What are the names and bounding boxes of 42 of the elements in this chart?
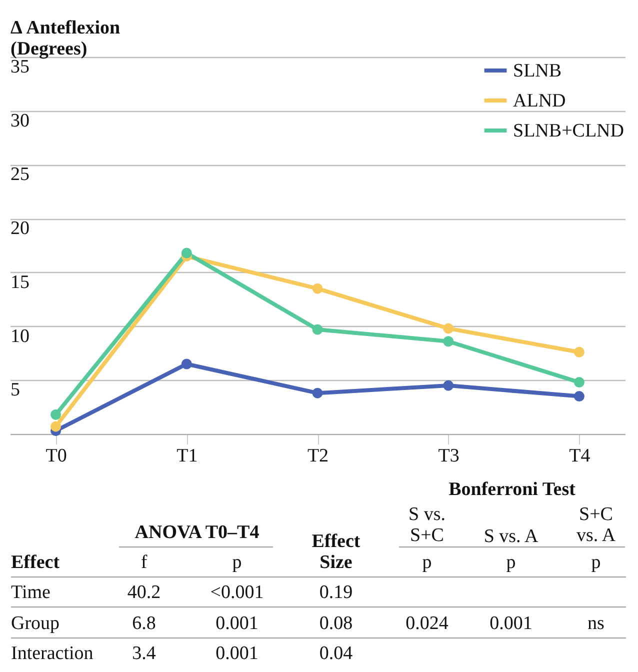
text: p — [422, 552, 432, 573]
text: <0.001 — [210, 582, 264, 603]
text: 0.024 — [406, 613, 449, 634]
text: p — [591, 552, 601, 573]
x-tick-label: T1 — [176, 446, 198, 466]
x-tick-label: T4 — [569, 446, 591, 466]
text: 0.001 — [490, 613, 532, 634]
text: 0.04 — [319, 643, 354, 664]
text: Effect — [11, 552, 60, 573]
text: Group — [11, 613, 60, 634]
text: 0.19 — [319, 582, 353, 603]
legend-label: ALND — [513, 90, 566, 112]
text: 3.4 — [132, 643, 156, 664]
text: 0.001 — [216, 643, 258, 664]
text: S vs. S+C — [408, 504, 446, 546]
text: S vs. A — [484, 526, 538, 547]
text: Bonferroni Test — [448, 479, 576, 500]
text: S+C vs. A — [576, 504, 616, 546]
text: 40.2 — [127, 582, 161, 603]
legend-label: SLNB+CLND — [513, 120, 624, 142]
y-tick-label: 15 — [10, 272, 30, 293]
y-tick-label: 25 — [10, 164, 30, 186]
text: 0.001 — [216, 613, 258, 634]
text: 6.8 — [132, 613, 156, 634]
y-axis-title: Δ Anteflexion (Degrees) — [10, 18, 120, 60]
text: f — [140, 552, 148, 573]
x-tick-label: T0 — [46, 446, 67, 466]
text: Time — [11, 582, 50, 603]
y-tick-label: 20 — [10, 218, 30, 240]
legend-label: SLNB — [513, 60, 562, 82]
text: Effect Size — [312, 531, 361, 573]
text: ns — [588, 613, 604, 634]
text: ANOVA T0–T4 — [134, 522, 260, 543]
text: 0.08 — [319, 613, 353, 634]
text: p — [506, 552, 516, 573]
text: Interaction — [11, 643, 94, 664]
y-tick-label: 30 — [10, 110, 30, 132]
x-tick-label: T3 — [438, 446, 460, 466]
x-tick-label: T2 — [307, 446, 329, 466]
y-tick-label: 10 — [10, 326, 30, 347]
text: p — [232, 552, 242, 573]
y-tick-label: 5 — [10, 380, 20, 401]
